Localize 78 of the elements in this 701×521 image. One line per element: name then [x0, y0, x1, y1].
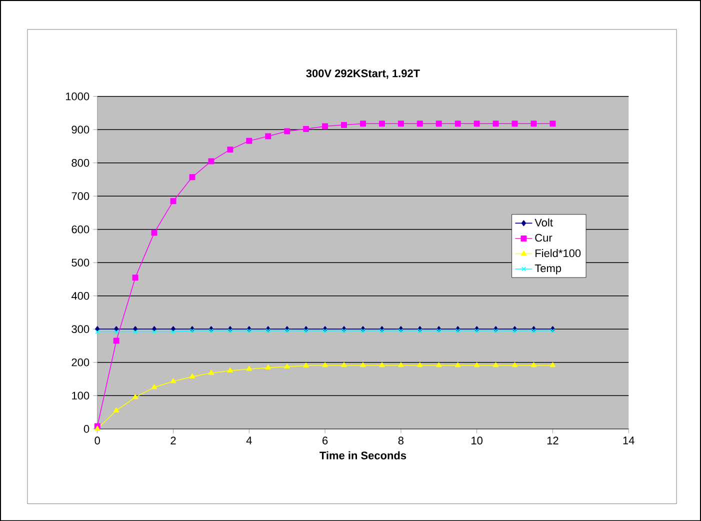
y-tick-label: 500	[72, 258, 90, 266]
y-tick-label: 900	[72, 126, 90, 134]
point	[512, 120, 518, 126]
point	[284, 363, 290, 368]
point	[132, 394, 138, 399]
point	[417, 362, 423, 368]
legend-label: Volt	[534, 218, 553, 226]
point	[114, 407, 120, 412]
point	[454, 120, 461, 126]
y-tick-label: 100	[72, 392, 90, 400]
point	[151, 384, 158, 389]
point	[303, 362, 309, 368]
point	[113, 338, 120, 344]
legend-label: Cur	[535, 234, 552, 242]
point	[474, 362, 480, 368]
point	[512, 362, 518, 368]
point	[151, 230, 158, 236]
point	[303, 126, 310, 132]
legend-label: Temp	[534, 264, 562, 274]
point	[436, 362, 442, 368]
y-tick-label: 0	[84, 424, 90, 433]
point	[170, 198, 176, 204]
point	[246, 366, 252, 371]
point	[550, 120, 556, 126]
point	[360, 362, 366, 368]
point	[133, 329, 138, 334]
point	[189, 373, 196, 378]
y-tick-label: 200	[72, 358, 90, 366]
point	[227, 367, 233, 372]
point	[265, 133, 272, 140]
x-tick-label: 6	[322, 436, 328, 444]
point	[436, 120, 442, 126]
point	[284, 128, 290, 134]
point	[379, 362, 385, 368]
x-axis-title: Time in Seconds	[320, 451, 406, 460]
point	[171, 329, 176, 334]
point	[474, 120, 480, 126]
point	[455, 362, 461, 368]
point	[492, 362, 499, 368]
y-tick-label: 600	[72, 225, 90, 234]
legend-label: Field*100	[536, 248, 581, 257]
point	[189, 174, 196, 180]
point	[322, 123, 328, 130]
point	[132, 274, 138, 280]
y-tick-label: 300	[72, 325, 90, 333]
point	[208, 370, 214, 375]
point	[398, 120, 404, 126]
point	[341, 122, 348, 128]
point	[208, 158, 214, 164]
point	[360, 120, 366, 126]
point	[227, 146, 234, 152]
point	[114, 329, 119, 334]
chart-title: 300V 292KStart, 1.92T	[306, 69, 420, 79]
point	[416, 120, 423, 126]
x-tick-label: 12	[547, 436, 558, 444]
point	[265, 364, 271, 370]
point	[530, 362, 537, 368]
point	[378, 120, 385, 126]
point	[246, 138, 252, 144]
x-tick-label: 2	[170, 436, 176, 444]
x-tick-label: 10	[472, 436, 482, 444]
point	[341, 362, 347, 368]
point	[492, 120, 499, 126]
y-tick-label: 400	[71, 292, 90, 300]
point	[152, 329, 157, 334]
point	[94, 426, 100, 431]
point	[550, 362, 556, 368]
x-tick-label: 4	[246, 436, 252, 444]
point	[170, 378, 176, 384]
point	[322, 362, 328, 368]
point	[398, 362, 404, 368]
y-tick-label: 800	[72, 158, 90, 167]
x-tick-label: 14	[623, 436, 634, 444]
x-tick-label: 0	[94, 436, 100, 444]
point	[530, 120, 537, 126]
y-tick-label: 1000	[66, 92, 90, 100]
x-tick-label: 8	[398, 436, 404, 444]
y-tick-label: 700	[72, 192, 90, 200]
